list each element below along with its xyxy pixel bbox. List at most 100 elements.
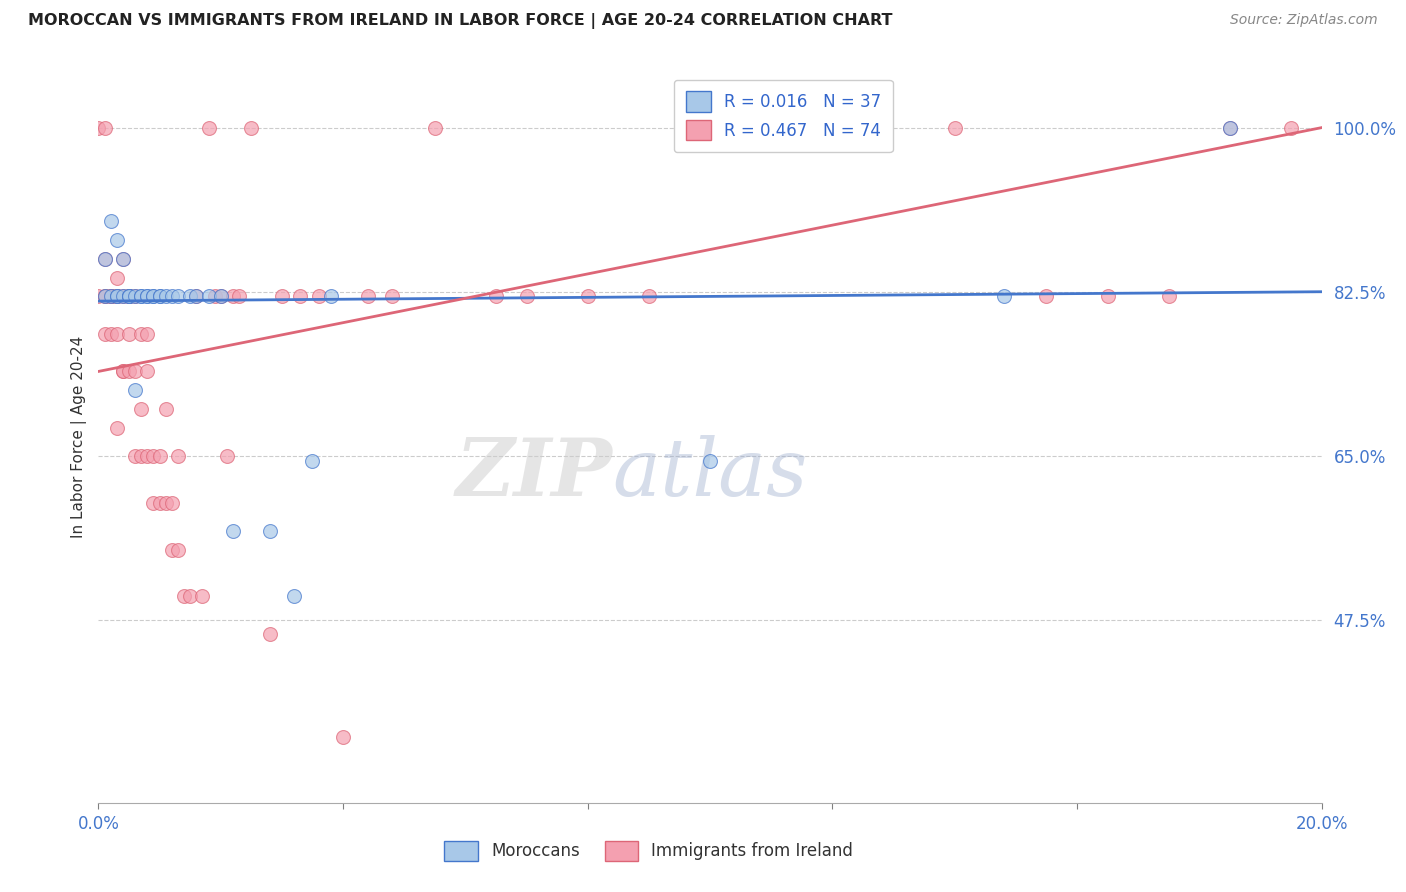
Point: [167, 449, 190, 463]
Point: [240, 120, 263, 135]
Point: [149, 449, 172, 463]
Point: [381, 289, 404, 303]
Point: [100, 289, 122, 303]
Point: [993, 289, 1015, 303]
Point: [149, 289, 172, 303]
Point: [100, 289, 122, 303]
Point: [136, 364, 159, 378]
Point: [118, 289, 141, 303]
Point: [93, 289, 115, 303]
Point: [111, 289, 134, 303]
Point: [1279, 120, 1302, 135]
Point: [124, 289, 146, 303]
Point: [105, 289, 128, 303]
Point: [186, 289, 208, 303]
Point: [124, 364, 146, 378]
Point: [308, 289, 330, 303]
Point: [943, 120, 966, 135]
Point: [105, 289, 128, 303]
Point: [259, 627, 281, 641]
Point: [821, 120, 844, 135]
Point: [160, 542, 183, 557]
Point: [105, 326, 128, 341]
Point: [699, 120, 721, 135]
Point: [222, 289, 245, 303]
Point: [204, 289, 226, 303]
Point: [191, 590, 214, 604]
Point: [136, 289, 159, 303]
Point: [93, 120, 115, 135]
Point: [124, 383, 146, 397]
Point: [197, 120, 219, 135]
Point: [136, 326, 159, 341]
Point: [155, 496, 177, 510]
Point: [111, 364, 134, 378]
Point: [105, 270, 128, 285]
Point: [259, 524, 281, 538]
Point: [142, 289, 165, 303]
Point: [105, 233, 128, 247]
Point: [332, 730, 354, 744]
Point: [197, 289, 219, 303]
Point: [111, 289, 134, 303]
Point: [105, 289, 128, 303]
Point: [93, 252, 115, 266]
Point: [129, 289, 152, 303]
Point: [186, 289, 208, 303]
Point: [1157, 289, 1180, 303]
Point: [129, 449, 152, 463]
Point: [129, 289, 152, 303]
Point: [136, 449, 159, 463]
Point: [87, 120, 110, 135]
Point: [179, 590, 201, 604]
Point: [100, 289, 122, 303]
Point: [129, 326, 152, 341]
Point: [167, 289, 190, 303]
Point: [283, 590, 305, 604]
Point: [111, 252, 134, 266]
Text: MOROCCAN VS IMMIGRANTS FROM IRELAND IN LABOR FORCE | AGE 20-24 CORRELATION CHART: MOROCCAN VS IMMIGRANTS FROM IRELAND IN L…: [28, 13, 893, 29]
Point: [100, 289, 122, 303]
Text: Source: ZipAtlas.com: Source: ZipAtlas.com: [1230, 13, 1378, 28]
Point: [1219, 120, 1241, 135]
Text: ZIP: ZIP: [456, 435, 612, 512]
Point: [87, 289, 110, 303]
Point: [136, 289, 159, 303]
Point: [222, 524, 245, 538]
Point: [149, 289, 172, 303]
Point: [118, 289, 141, 303]
Point: [160, 496, 183, 510]
Point: [209, 289, 232, 303]
Point: [149, 496, 172, 510]
Point: [118, 289, 141, 303]
Point: [118, 289, 141, 303]
Point: [319, 289, 342, 303]
Point: [118, 326, 141, 341]
Point: [301, 453, 323, 467]
Point: [637, 289, 661, 303]
Point: [111, 252, 134, 266]
Point: [155, 289, 177, 303]
Point: [100, 326, 122, 341]
Text: atlas: atlas: [612, 435, 807, 512]
Point: [124, 289, 146, 303]
Point: [167, 542, 190, 557]
Point: [100, 214, 122, 228]
Point: [124, 449, 146, 463]
Point: [179, 289, 201, 303]
Point: [93, 289, 115, 303]
Point: [576, 289, 599, 303]
Point: [142, 496, 165, 510]
Point: [699, 453, 721, 467]
Point: [228, 289, 250, 303]
Point: [1097, 289, 1119, 303]
Point: [93, 252, 115, 266]
Point: [209, 289, 232, 303]
Point: [173, 590, 195, 604]
Point: [160, 289, 183, 303]
Point: [111, 364, 134, 378]
Point: [105, 289, 128, 303]
Point: [485, 289, 508, 303]
Point: [1035, 289, 1057, 303]
Legend: Moroccans, Immigrants from Ireland: Moroccans, Immigrants from Ireland: [437, 834, 860, 868]
